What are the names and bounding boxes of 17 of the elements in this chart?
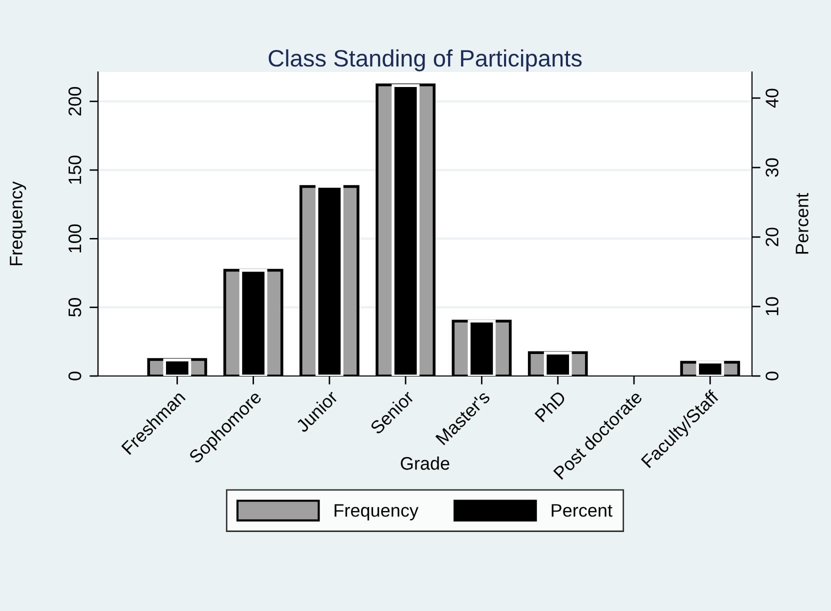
legend-label: Frequency (334, 504, 418, 520)
legend-label: Percent (552, 504, 612, 517)
x-axis-title: Grade (400, 456, 450, 470)
chart-title: Class Standing of Participants (268, 49, 582, 72)
y-tick-label: 200 (68, 87, 82, 116)
y-tick-label: 100 (68, 224, 82, 252)
y-tick-label: 150 (68, 156, 82, 184)
y-tick-label: 0 (68, 372, 82, 380)
y2-tick-label: 40 (766, 88, 778, 108)
y2-tick-label: 30 (766, 158, 778, 177)
y2-tick-label: 10 (766, 297, 778, 316)
y2-tick-label: 0 (766, 372, 778, 380)
y2-tick-label: 20 (766, 228, 778, 246)
y-axis-title: Frequency (10, 181, 26, 266)
x-tick-label: PhD (534, 390, 566, 422)
y2-axis-title: Percent (796, 193, 808, 254)
y-tick-label: 50 (68, 298, 82, 317)
